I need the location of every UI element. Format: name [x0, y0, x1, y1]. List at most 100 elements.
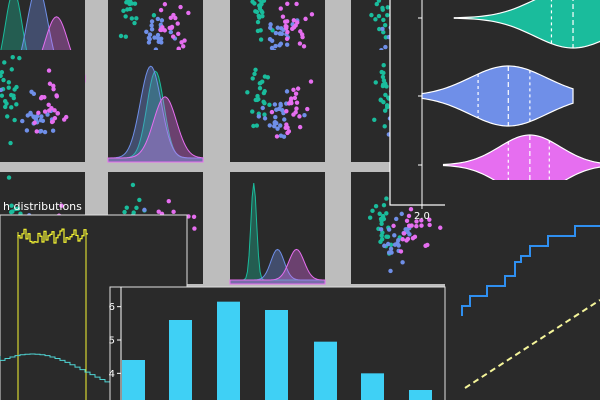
scatter-point: [382, 22, 388, 28]
scatter-point: [168, 29, 174, 35]
scatter-point: [251, 123, 256, 129]
scatter-point: [278, 133, 284, 138]
scatter-point: [286, 101, 292, 106]
scatter-point: [391, 223, 396, 229]
pair-cell: [230, 50, 325, 162]
scatter-point: [284, 122, 289, 127]
scatter-point: [171, 12, 176, 18]
scatter-point: [378, 216, 384, 222]
density-curve: [229, 248, 326, 285]
scatter-point: [155, 32, 161, 38]
scatter-point: [272, 123, 277, 129]
violin-axes: [418, 0, 423, 205]
bar-tick-label: 6: [109, 302, 115, 313]
scatter-point: [0, 73, 3, 79]
scatter-point: [382, 81, 388, 86]
scatter-point: [293, 91, 299, 96]
scatter-point: [268, 25, 273, 31]
scatter-point: [394, 216, 399, 222]
scatter-point: [61, 117, 67, 122]
scatter-point: [47, 81, 53, 86]
scatter-point: [253, 67, 258, 73]
scatter-point: [414, 219, 419, 224]
scatter-point: [267, 123, 272, 128]
scatter-point: [262, 100, 267, 106]
scatter-point: [191, 214, 197, 220]
scatter-point: [14, 102, 19, 107]
scatter-point: [294, 100, 300, 105]
bar: [217, 301, 240, 400]
scatter-point: [382, 108, 388, 113]
scatter-point: [302, 113, 307, 118]
scatter-point: [134, 205, 139, 211]
scatter-point: [284, 109, 289, 114]
scatter-point: [367, 215, 373, 220]
scatter-point: [124, 0, 129, 5]
scatter-point: [262, 116, 268, 121]
scatter-point: [398, 249, 404, 254]
scatter-point: [277, 31, 283, 36]
scatter-point: [382, 124, 387, 129]
scatter-point: [380, 26, 385, 32]
scatter-point: [250, 109, 255, 114]
scatter-point: [401, 231, 407, 236]
scatter-point: [2, 60, 7, 65]
scatter-point: [414, 224, 419, 229]
scatter-point: [144, 29, 149, 34]
bar: [409, 390, 432, 400]
scatter-point: [274, 107, 279, 112]
scatter-point: [373, 17, 378, 22]
scatter-point: [377, 211, 382, 216]
scatter-point: [118, 33, 124, 39]
scatter-point: [385, 12, 390, 18]
scatter-point: [11, 93, 16, 98]
bar-tick-label: 4: [109, 369, 115, 380]
scatter-point: [255, 28, 261, 34]
scatter-point: [3, 104, 8, 110]
scatter-point: [385, 234, 391, 240]
bar: [361, 373, 384, 400]
scatter-point: [286, 129, 292, 134]
reference-diagonal: [464, 299, 600, 389]
scatter-point: [406, 223, 412, 228]
scatter-point: [255, 19, 261, 25]
scatter-point: [388, 246, 394, 251]
scatter-point: [122, 209, 127, 215]
scatter-point: [392, 233, 397, 238]
scatter-point: [51, 86, 56, 92]
scatter-point: [181, 44, 186, 49]
scatter-point: [379, 237, 385, 242]
distribution-title: h distributions: [3, 200, 82, 213]
scatter-point: [291, 87, 296, 93]
scatter-point: [46, 68, 52, 73]
scatter-point: [132, 1, 138, 6]
scatter-point: [4, 101, 9, 106]
scatter-point: [47, 108, 52, 113]
scatter-point: [32, 120, 37, 125]
ecdf-step-line: [461, 225, 600, 316]
bar-panel: 4 5 6: [109, 286, 446, 400]
scatter-point: [273, 30, 279, 36]
scatter-point: [20, 118, 25, 124]
scatter-point: [380, 7, 385, 12]
scatter-point: [285, 1, 290, 7]
bar: [314, 341, 337, 400]
scatter-point: [272, 120, 277, 125]
scatter-point: [378, 227, 384, 232]
scatter-point: [39, 114, 44, 119]
scatter-point: [379, 221, 384, 226]
scatter-point: [253, 97, 258, 103]
scatter-point: [383, 44, 388, 50]
scatter-point: [274, 134, 280, 139]
scatter-point: [384, 196, 389, 201]
scatter-point: [280, 14, 286, 19]
scatter-point: [382, 243, 387, 248]
scatter-point: [294, 106, 299, 111]
scatter-point: [9, 67, 14, 72]
ecdf-panel: [445, 180, 600, 400]
scatter-point: [379, 233, 384, 238]
scatter-point: [156, 209, 161, 214]
scatter-point: [292, 95, 298, 101]
scatter-point: [152, 35, 157, 40]
scatter-point: [404, 218, 410, 223]
